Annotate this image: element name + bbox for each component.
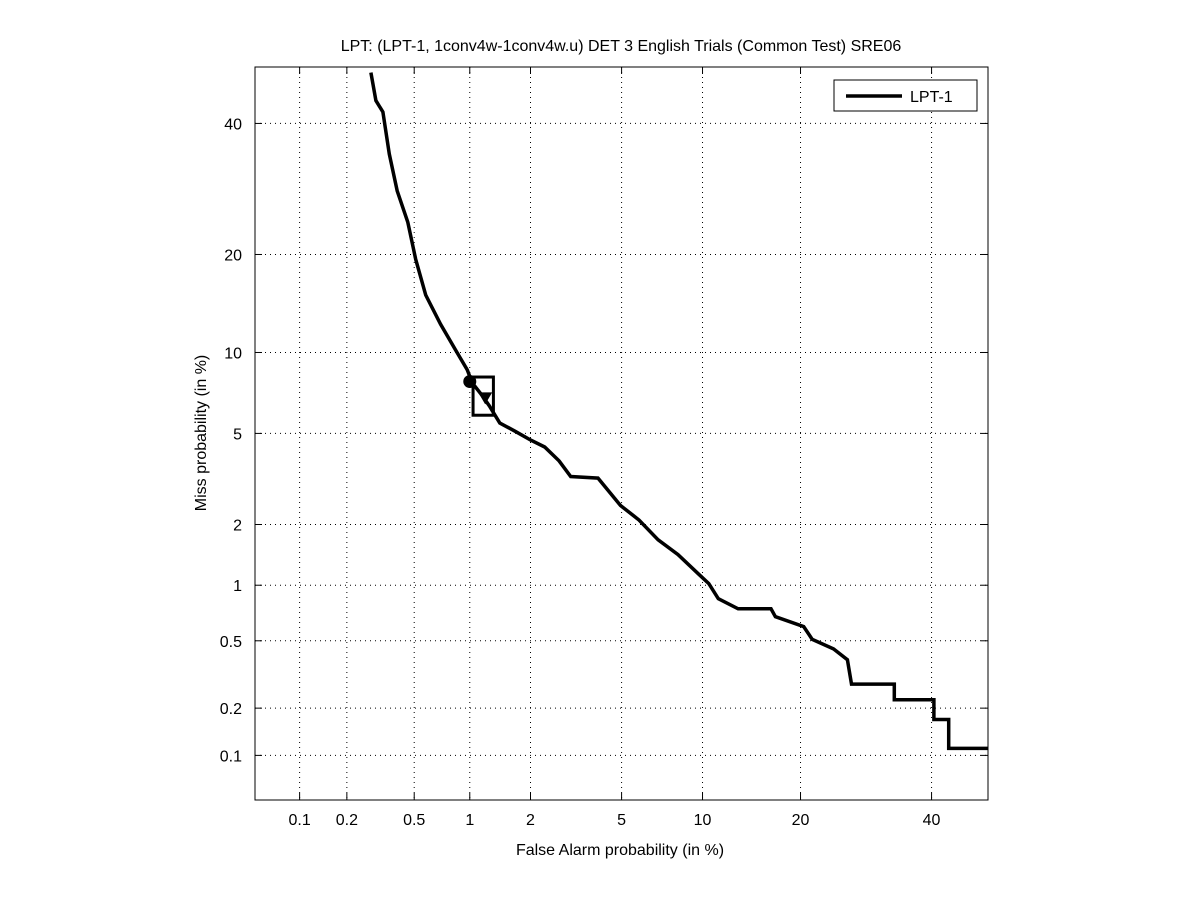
x-tick-label: 40 <box>923 812 941 829</box>
det-curve-lpt-1 <box>369 72 988 751</box>
y-tick-label: 0.5 <box>220 634 242 651</box>
y-tick-label: 2 <box>233 517 242 534</box>
x-axis-ticks: 0.1 0.2 0.5 1 2 5 10 20 40 <box>288 67 941 829</box>
x-tick-label: 1 <box>465 812 474 829</box>
actual-dcf-point <box>478 392 493 405</box>
plot-area-frame <box>254 66 989 801</box>
y-tick-label: 10 <box>224 345 242 362</box>
x-tick-label: 2 <box>526 812 535 829</box>
grid <box>255 67 988 800</box>
y-tick-label: 0.1 <box>220 748 242 765</box>
markers <box>463 375 495 417</box>
x-tick-label: 0.1 <box>288 812 310 829</box>
y-axis-ticks: 0.1 0.2 0.5 1 2 5 10 20 40 <box>220 116 988 765</box>
legend-label-lpt-1: LPT-1 <box>910 89 953 106</box>
confidence-box <box>471 375 495 417</box>
y-tick-label: 40 <box>224 116 242 133</box>
chart-title: LPT: (LPT-1, 1conv4w-1conv4w.u) DET 3 En… <box>341 38 902 55</box>
y-axis-label: Miss probability (in %) <box>193 355 210 511</box>
y-tick-label: 0.2 <box>220 701 242 718</box>
x-tick-label: 5 <box>617 812 626 829</box>
legend: LPT-1 <box>833 79 978 112</box>
x-tick-label: 0.5 <box>403 812 425 829</box>
x-axis-label: False Alarm probability (in %) <box>516 842 724 859</box>
x-tick-label: 0.2 <box>336 812 358 829</box>
y-tick-label: 20 <box>224 247 242 264</box>
x-tick-label: 10 <box>694 812 712 829</box>
y-tick-label: 5 <box>233 426 242 443</box>
x-tick-label: 20 <box>792 812 810 829</box>
y-tick-label: 1 <box>233 578 242 595</box>
